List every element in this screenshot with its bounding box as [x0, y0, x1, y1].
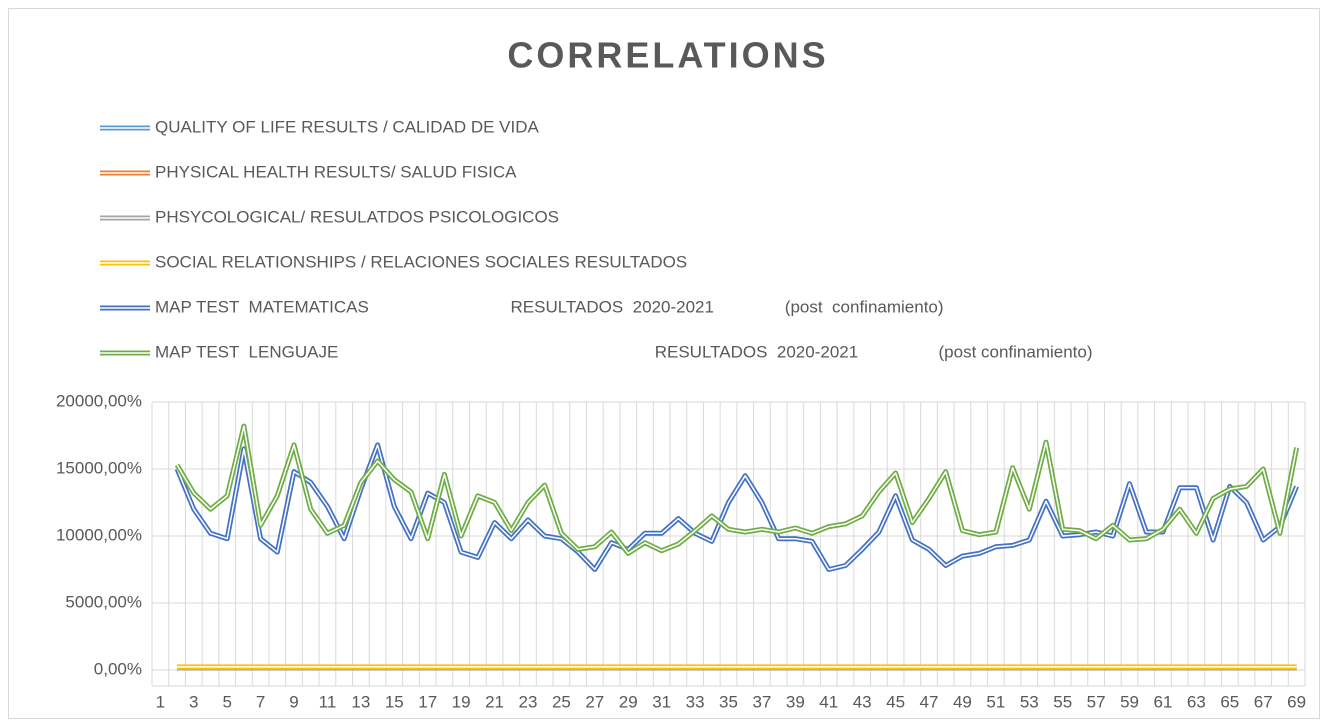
legend-label: PHYSICAL HEALTH RESULTS/ SALUD FISICA: [155, 162, 517, 181]
x-tick-label: 61: [1154, 692, 1173, 711]
legend-label: SOCIAL RELATIONSHIPS / RELACIONES SOCIAL…: [155, 252, 687, 271]
legend-label: MAP TEST LENGUAJE RESULTADOS 2020-2021 (…: [155, 342, 1093, 361]
legend-label: QUALITY OF LIFE RESULTS / CALIDAD DE VID…: [155, 117, 540, 136]
x-tick-label: 7: [256, 692, 265, 711]
x-tick-label: 19: [452, 692, 471, 711]
x-tick-label: 41: [819, 692, 838, 711]
x-tick-label: 69: [1287, 692, 1306, 711]
legend-label: PHSYCOLOGICAL/ RESULATDOS PSICOLOGICOS: [155, 207, 559, 226]
x-tick-label: 57: [1087, 692, 1106, 711]
x-tick-label: 35: [719, 692, 738, 711]
x-tick-label: 51: [986, 692, 1005, 711]
chart-title: CORRELATIONS: [507, 35, 828, 76]
x-tick-label: 11: [319, 692, 337, 711]
x-tick-label: 21: [485, 692, 504, 711]
y-tick-label: 0,00%: [94, 659, 142, 678]
chart-border: [8, 8, 1320, 719]
x-tick-label: 29: [619, 692, 638, 711]
x-tick-label: 59: [1120, 692, 1139, 711]
x-tick-label: 3: [189, 692, 198, 711]
x-tick-label: 67: [1254, 692, 1273, 711]
x-tick-label: 13: [351, 692, 370, 711]
x-tick-label: 27: [585, 692, 604, 711]
x-tick-label: 63: [1187, 692, 1206, 711]
x-tick-label: 49: [953, 692, 972, 711]
x-tick-label: 9: [289, 692, 298, 711]
legend-label: MAP TEST MATEMATICAS RESULTADOS 2020-202…: [155, 297, 944, 316]
x-tick-label: 33: [686, 692, 705, 711]
x-tick-label: 1: [156, 692, 165, 711]
x-tick-label: 15: [385, 692, 404, 711]
x-tick-label: 47: [920, 692, 939, 711]
x-tick-label: 65: [1220, 692, 1239, 711]
x-tick-label: 37: [752, 692, 771, 711]
y-tick-label: 10000,00%: [56, 525, 142, 544]
x-tick-label: 23: [519, 692, 538, 711]
x-tick-label: 17: [418, 692, 437, 711]
x-tick-label: 31: [652, 692, 671, 711]
x-tick-label: 55: [1053, 692, 1072, 711]
x-tick-label: 53: [1020, 692, 1039, 711]
x-tick-label: 25: [552, 692, 571, 711]
x-tick-label: 5: [222, 692, 231, 711]
x-tick-label: 45: [886, 692, 905, 711]
y-tick-label: 5000,00%: [65, 592, 142, 611]
y-tick-label: 15000,00%: [56, 458, 142, 477]
x-tick-label: 43: [853, 692, 872, 711]
x-tick-label: 39: [786, 692, 805, 711]
series-line-inner: [176, 425, 1298, 555]
y-tick-label: 20000,00%: [56, 391, 142, 410]
